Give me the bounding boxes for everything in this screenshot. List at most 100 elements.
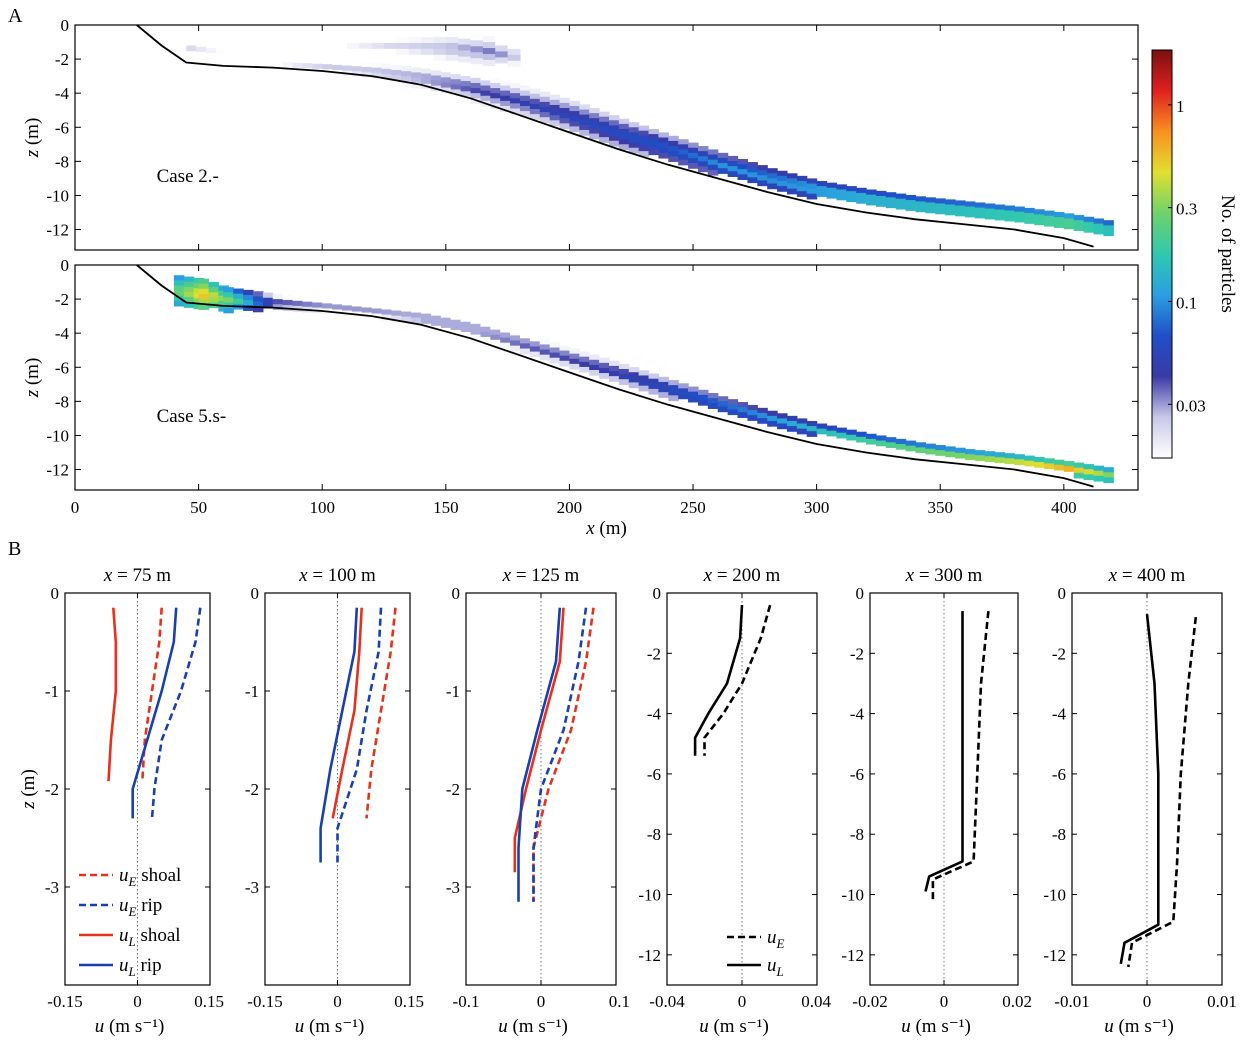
particle-cell <box>252 301 264 308</box>
x-axis-label-rest: (m s⁻¹) <box>911 1016 971 1037</box>
particle-cell <box>925 207 936 214</box>
particle-cell <box>408 30 422 38</box>
profile-line <box>931 610 990 901</box>
particle-cell <box>1004 458 1015 465</box>
particle-cell <box>668 140 679 147</box>
particle-cell <box>697 156 709 162</box>
y-tick-label: -1 <box>45 682 59 701</box>
particle-cell <box>688 147 699 154</box>
particle-cell <box>519 95 531 102</box>
particle-cell <box>421 318 432 325</box>
particle-cell <box>208 282 219 288</box>
particle-cell <box>519 85 531 92</box>
particle-cell <box>351 76 363 83</box>
x-axis-label-var: u <box>95 1016 105 1037</box>
particle-cell <box>458 62 472 70</box>
particle-cell <box>668 146 679 152</box>
particle-cell <box>384 25 397 32</box>
particle-cell <box>786 173 798 180</box>
particle-cell <box>252 296 264 303</box>
particle-cell <box>658 152 669 159</box>
particle-cell <box>1004 205 1015 212</box>
particle-cell <box>470 34 484 41</box>
particle-cell <box>737 169 749 175</box>
particle-cell <box>856 187 867 194</box>
particle-cell <box>544 331 558 338</box>
particle-cell <box>396 25 410 32</box>
particle-cell <box>581 338 595 346</box>
profile-line <box>150 607 202 819</box>
case-label: Case 5.s- <box>157 406 227 427</box>
x-axis-label-rest: (m s⁻¹) <box>1114 1016 1174 1037</box>
legend-label: uL shoal <box>119 925 181 949</box>
particle-cell <box>480 326 491 333</box>
particle-cell <box>1034 209 1045 215</box>
particle-cell <box>173 275 185 281</box>
profile-line <box>532 607 588 902</box>
particle-cell <box>361 77 373 83</box>
y-tick-label: -12 <box>46 221 69 240</box>
particle-cell <box>430 65 442 71</box>
particle-cell <box>173 285 185 292</box>
x-axis-label: x (m) <box>585 518 627 539</box>
particle-cell <box>1093 223 1104 230</box>
particle-cell <box>292 62 304 69</box>
particle-cell <box>638 385 650 392</box>
particle-cell <box>688 157 699 164</box>
x-axis-label: u (m s⁻¹) <box>295 1016 365 1037</box>
particle-cell <box>351 301 363 308</box>
particle-cell <box>482 65 496 73</box>
profile-panel: -0.15 0 0.15 0 -1 -2 -3 x = 75 m u (m s⁻¹) z (m) u… <box>18 565 224 1037</box>
particle-cell <box>458 38 472 46</box>
particle-cell <box>1103 467 1114 473</box>
particle-cell <box>500 337 511 344</box>
particle-cell <box>816 428 828 435</box>
particle-cell <box>697 389 709 396</box>
particle-cell <box>529 351 541 358</box>
y-tick-label: -12 <box>46 461 69 480</box>
particle-cell <box>396 54 410 62</box>
particle-cell <box>346 48 360 56</box>
particle-cell <box>875 190 887 197</box>
particle-cell <box>470 323 482 330</box>
particle-cell <box>507 60 521 68</box>
particle-cell <box>421 313 432 320</box>
x-axis-label: u (m s⁻¹) <box>95 1016 165 1037</box>
particle-cell <box>885 197 897 204</box>
particle-cell <box>581 344 595 352</box>
particle-cell <box>757 180 768 187</box>
particle-cell <box>549 115 561 121</box>
particle-cell <box>539 117 551 123</box>
legend-sub: E <box>128 874 137 889</box>
particle-cell <box>433 25 447 32</box>
particle-cell <box>866 194 877 201</box>
particle-cell <box>579 130 590 136</box>
particle-cell <box>974 455 986 461</box>
particle-cell <box>341 300 353 306</box>
particle-cell <box>233 56 244 63</box>
particle-cell <box>599 367 610 374</box>
y-tick-label: -2 <box>245 780 259 799</box>
particle-cell <box>490 88 501 94</box>
particle-cell <box>243 52 254 59</box>
particle-cell <box>460 316 472 323</box>
particle-cell <box>490 93 501 99</box>
particle-cell <box>262 55 274 62</box>
particle-cell <box>648 144 660 151</box>
particle-cell <box>480 90 491 97</box>
y-tick-label: -4 <box>55 84 70 103</box>
x-tick-label: 0 <box>133 992 142 1011</box>
particle-cell <box>826 187 838 194</box>
particle-cell <box>470 93 482 99</box>
x-axis-label: u (m s⁻¹) <box>498 1016 568 1037</box>
y-tick-label: -10 <box>1043 886 1066 905</box>
particle-cell <box>381 73 393 80</box>
particle-cell <box>470 28 484 35</box>
particle-cell <box>925 448 936 455</box>
particle-cell <box>490 82 501 89</box>
particle-cell <box>579 356 590 363</box>
particle-cell <box>198 299 210 305</box>
particle-cell <box>198 293 210 300</box>
particle-cell <box>1083 221 1095 228</box>
